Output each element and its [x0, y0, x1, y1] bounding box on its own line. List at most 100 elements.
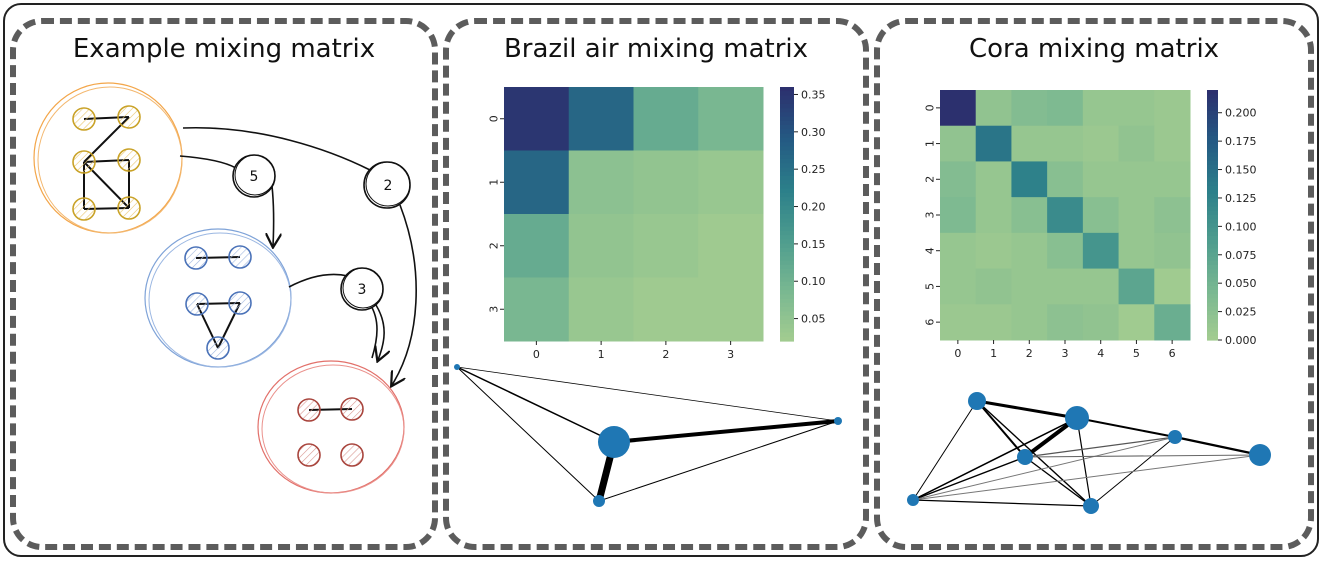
brazil-graph: [454, 364, 842, 507]
weight-label-5: 5: [250, 169, 259, 185]
brazil-cell: [633, 150, 699, 215]
group-red-circle: [257, 360, 405, 494]
panel-title-example: Example mixing matrix: [72, 34, 376, 64]
brazil-colorbar-tick-label: 0.30: [801, 126, 826, 139]
cora-cell: [1118, 232, 1155, 270]
brazil-x-tick-label: 2: [662, 348, 669, 361]
cora-cell: [1154, 268, 1191, 305]
orange-node: [72, 107, 96, 131]
cora-cell: [1154, 161, 1191, 198]
orange-node: [117, 105, 141, 129]
weight-node-5: 5: [232, 154, 276, 198]
brazil-graph-node: [834, 417, 842, 425]
cora-cell: [1118, 90, 1155, 127]
cora-cell: [1082, 125, 1120, 162]
cora-cell: [1011, 268, 1048, 305]
panel-title-cora: Cora mixing matrix: [968, 34, 1220, 64]
brazil-graph-node: [454, 364, 460, 370]
brazil-colorbar-segment: [780, 209, 794, 215]
cora-colorbar-segment: [1207, 294, 1218, 299]
cora-cell: [940, 304, 977, 341]
brazil-heatmap: 0 1 2 3 0 1 2 3: [488, 87, 764, 361]
brazil-colorbar-segment: [780, 315, 794, 321]
cora-graph: [907, 392, 1271, 514]
brazil-colorbar-segment: [780, 205, 794, 211]
cora-x-tick-label: 3: [1062, 347, 1069, 360]
brazil-colorbar-tick-label: 0.10: [801, 275, 826, 288]
arrow-2: [392, 204, 417, 385]
cora-cell: [1082, 268, 1120, 305]
cora-colorbar-tick-label: 0.000: [1225, 334, 1257, 347]
brazil-colorbar-segment: [780, 150, 794, 156]
cora-cell: [1047, 90, 1084, 127]
example-diagram: 5 2 3: [33, 82, 417, 494]
brazil-colorbar-segment: [780, 239, 794, 245]
group-orange-circle: [33, 82, 183, 234]
brazil-cell: [568, 277, 634, 342]
cora-colorbar-segment: [1207, 202, 1218, 208]
cora-colorbar-segment: [1207, 190, 1218, 195]
cora-colorbar-segment: [1207, 110, 1218, 116]
brazil-colorbar-segment: [780, 256, 794, 262]
orange-node: [117, 196, 141, 220]
brazil-colorbar-segment: [780, 281, 794, 287]
cora-cell: [1047, 161, 1084, 198]
brazil-colorbar-segment: [780, 298, 794, 304]
cora-colorbar-tick-label: 0.150: [1225, 164, 1257, 177]
cora-heatmap: 0 1 2 3 4 5 6 0 1 2 3 4 5 6: [924, 90, 1191, 360]
brazil-colorbar-segment: [780, 290, 794, 296]
orange-node: [72, 197, 96, 221]
brazil-colorbar-segment: [780, 154, 794, 160]
cora-colorbar-segment: [1207, 181, 1218, 187]
cora-cell: [1154, 90, 1191, 127]
cora-colorbar-segment: [1207, 273, 1218, 279]
brazil-colorbar-segment: [780, 129, 794, 135]
brazil-colorbar-segment: [780, 99, 794, 105]
blue-node: [228, 291, 252, 315]
panel-cora: [874, 18, 1314, 550]
cora-x-tick-label: 0: [954, 347, 961, 360]
cora-cell: [1118, 197, 1155, 234]
red-node: [340, 443, 364, 467]
brazil-colorbar-segment: [780, 230, 794, 236]
figure-frame: [3, 3, 1319, 557]
brazil-colorbar-segment: [780, 142, 794, 147]
cora-graph-node: [968, 392, 986, 410]
cora-colorbar-tick-label: 0.100: [1225, 220, 1257, 233]
weight-node-3: 3: [340, 267, 384, 311]
cora-colorbar-segment: [1207, 148, 1218, 154]
brazil-colorbar-segment: [780, 332, 794, 338]
cora-y-tick-label: 0: [924, 104, 937, 111]
blue-node: [185, 292, 209, 316]
brazil-colorbar-tick-label: 0.05: [801, 313, 826, 326]
cora-colorbar-segment: [1207, 90, 1218, 95]
red-node: [297, 443, 321, 467]
panel-example: [10, 18, 438, 550]
brazil-colorbar-segment: [780, 171, 794, 177]
cora-colorbar-segment: [1207, 319, 1218, 324]
cora-graph-node: [1249, 444, 1271, 466]
brazil-cell: [633, 277, 699, 342]
cora-cell: [940, 161, 977, 198]
brazil-colorbar-segment: [780, 158, 794, 164]
cora-y-tick-label: 6: [924, 319, 937, 326]
weight-node-2: 2: [363, 161, 411, 209]
cora-colorbar-segment: [1207, 310, 1218, 316]
cora-colorbar-segment: [1207, 327, 1218, 333]
brazil-colorbar-segment: [780, 201, 794, 207]
brazil-colorbar-segment: [780, 214, 794, 219]
brazil-colorbar-segment: [780, 146, 794, 152]
cora-graph-edge: [1076, 417, 1092, 507]
brazil-colorbar-segment: [780, 180, 794, 185]
brazil-graph-node: [593, 495, 605, 507]
cora-y-tick-label: 4: [924, 247, 937, 254]
cora-cell: [975, 197, 1012, 234]
cora-colorbar-tick-label: 0.050: [1225, 277, 1257, 290]
cora-cell: [975, 268, 1012, 305]
cora-cell: [1047, 197, 1084, 234]
cora-cell: [1154, 304, 1191, 341]
cora-colorbar-segment: [1207, 156, 1218, 162]
cora-cell: [1154, 125, 1191, 162]
arrow-5: [272, 185, 274, 246]
